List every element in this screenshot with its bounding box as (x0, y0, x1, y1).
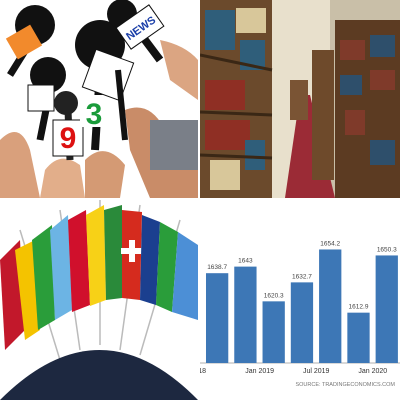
bar (205, 273, 229, 363)
bar-chart: SOURCE: TRADINGECONOMICS.COM 1638.7 18 164… (198, 200, 400, 400)
library-photo (200, 0, 400, 198)
mic-label: 9 (60, 122, 77, 155)
bar (375, 255, 398, 363)
value-label: 1643 (238, 258, 253, 265)
x-tick-label: Jul 2019 (303, 368, 330, 375)
mic-label: 3 (86, 98, 103, 131)
value-label: 1612.9 (349, 304, 369, 311)
value-label: 1620.3 (264, 292, 284, 299)
x-tick-label: 18 (198, 368, 206, 375)
value-label: 1650.3 (377, 246, 397, 253)
microphones-photo: 9 3 NEWS (0, 0, 198, 198)
value-label: 1654.2 (320, 240, 340, 247)
bar (262, 301, 285, 363)
flags-photo (0, 200, 198, 400)
value-label: 1632.7 (292, 273, 312, 280)
value-label: 1638.7 (207, 264, 227, 271)
x-tick-label: Jan 2020 (358, 368, 387, 375)
bar (319, 249, 342, 363)
bar (290, 282, 314, 363)
source: SOURCE: TRADINGECONOMICS.COM (295, 382, 395, 388)
bar (234, 266, 257, 363)
x-tick-label: Jan 2019 (245, 368, 274, 375)
bar (347, 312, 370, 363)
